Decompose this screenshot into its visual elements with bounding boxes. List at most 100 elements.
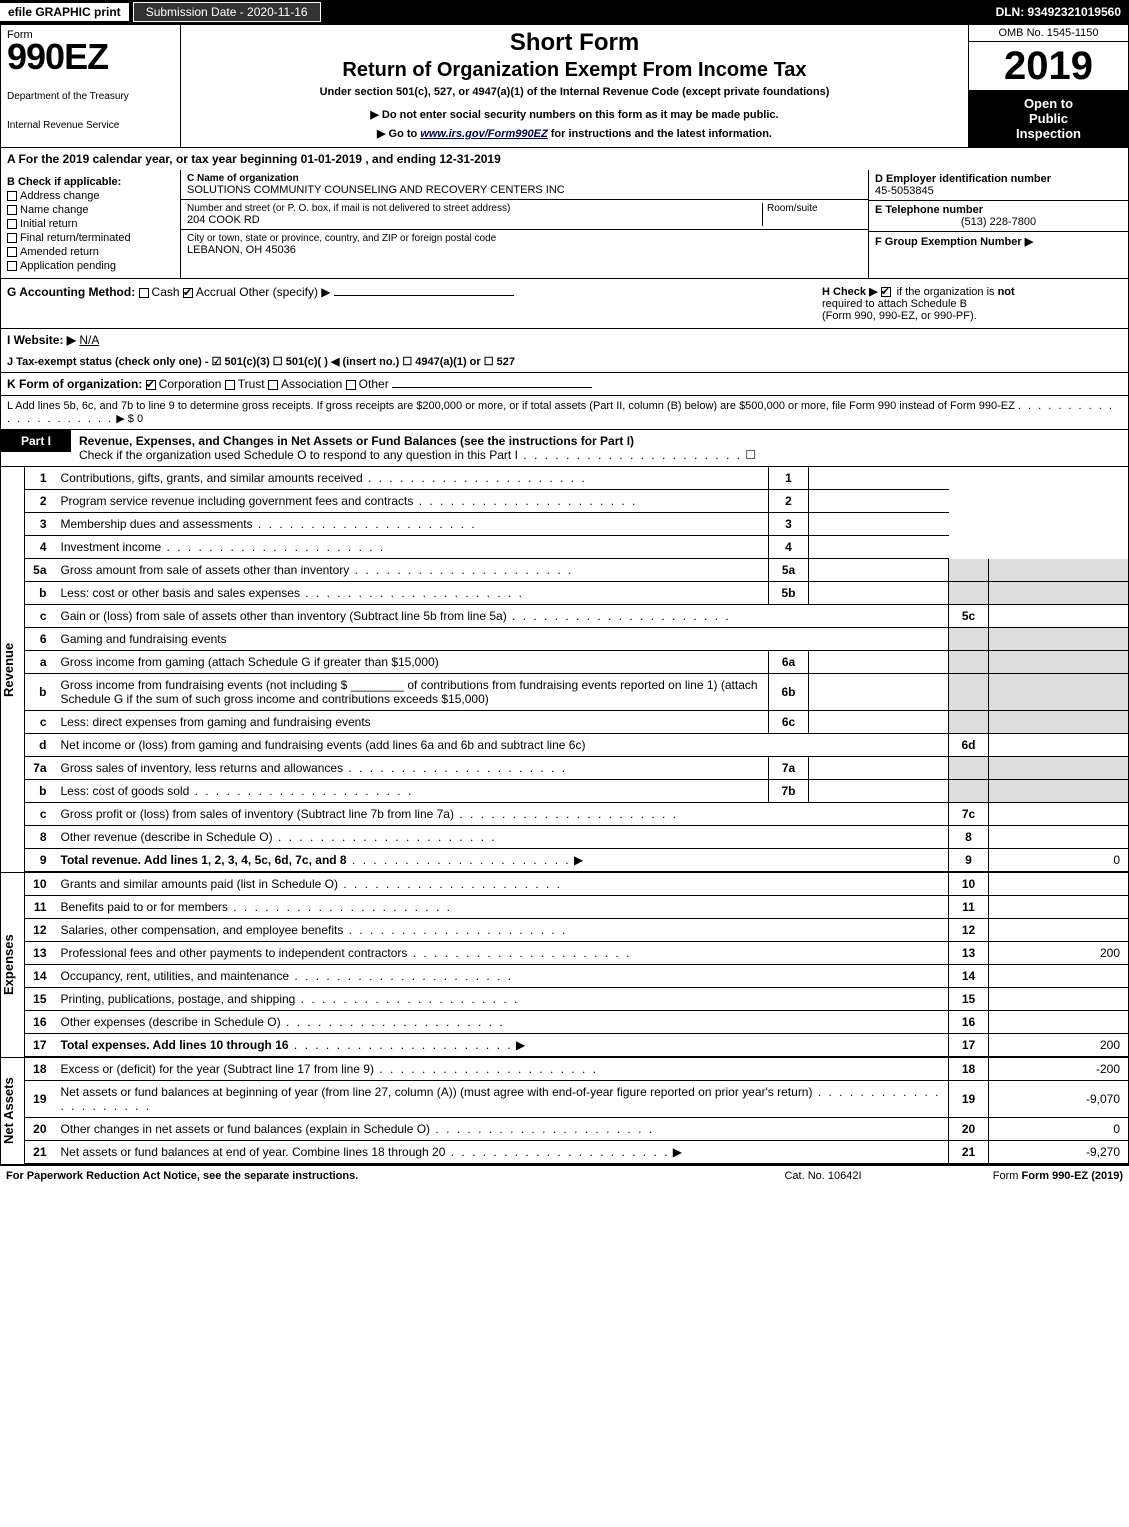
street-value: 204 COOK RD — [187, 214, 762, 226]
expenses-vertical-label: Expenses — [0, 873, 24, 1057]
c-name-label: C Name of organization — [187, 173, 862, 184]
h-not: not — [998, 286, 1015, 298]
ein-value: 45-5053845 — [875, 185, 1122, 197]
phone-label: E Telephone number — [875, 204, 1122, 216]
cat-number: Cat. No. 10642I — [723, 1170, 923, 1182]
open-public-badge: Open to Public Inspection — [969, 90, 1128, 147]
ein-label: D Employer identification number — [875, 173, 1122, 185]
h-text3: (Form 990, 990-EZ, or 990-PF). — [822, 310, 977, 322]
org-name-cell: C Name of organization SOLUTIONS COMMUNI… — [181, 170, 868, 200]
check-name[interactable]: Name change — [7, 204, 174, 216]
part1-header: Part I Revenue, Expenses, and Changes in… — [0, 430, 1129, 467]
accrual-checkbox[interactable] — [183, 288, 193, 298]
l-row: L Add lines 5b, 6c, and 7b to line 9 to … — [0, 396, 1129, 430]
omb-number: OMB No. 1545-1150 — [969, 25, 1128, 42]
org-name: SOLUTIONS COMMUNITY COUNSELING AND RECOV… — [187, 184, 862, 196]
paperwork-notice: For Paperwork Reduction Act Notice, see … — [6, 1170, 723, 1182]
goto-line: ▶ Go to www.irs.gov/Form990EZ for instru… — [189, 127, 960, 140]
street-label: Number and street (or P. O. box, if mail… — [187, 203, 762, 214]
section-c: C Name of organization SOLUTIONS COMMUNI… — [181, 170, 868, 278]
goto-suffix: for instructions and the latest informat… — [548, 128, 772, 140]
irs-link[interactable]: www.irs.gov/Form990EZ — [420, 128, 547, 140]
k-label: K Form of organization: — [7, 377, 142, 391]
expenses-table: 10Grants and similar amounts paid (list … — [24, 873, 1129, 1057]
assoc-label: Association — [281, 377, 342, 391]
j-row: J Tax-exempt status (check only one) - ☑… — [0, 351, 1129, 373]
ssn-notice: ▶ Do not enter social security numbers o… — [189, 108, 960, 121]
efile-label: efile GRAPHIC print — [0, 3, 129, 21]
short-form-title: Short Form — [189, 29, 960, 57]
phone-cell: E Telephone number (513) 228-7800 — [869, 201, 1128, 232]
section-def: D Employer identification number 45-5053… — [868, 170, 1128, 278]
ein-cell: D Employer identification number 45-5053… — [869, 170, 1128, 201]
i-label: I Website: ▶ — [7, 333, 76, 347]
under-section: Under section 501(c), 527, or 4947(a)(1)… — [189, 86, 960, 98]
cash-checkbox[interactable] — [139, 288, 149, 298]
open-line3: Inspection — [973, 126, 1124, 141]
j-text: J Tax-exempt status (check only one) - ☑… — [7, 356, 515, 368]
other-k-label: Other — [359, 377, 389, 391]
header-right: OMB No. 1545-1150 2019 Open to Public In… — [968, 25, 1128, 147]
corp-checkbox[interactable] — [146, 380, 156, 390]
other-label: Other (specify) ▶ — [239, 285, 330, 299]
footer: For Paperwork Reduction Act Notice, see … — [0, 1165, 1129, 1186]
corp-label: Corporation — [159, 377, 222, 391]
check-address[interactable]: Address change — [7, 190, 174, 202]
period-row: A For the 2019 calendar year, or tax yea… — [0, 148, 1129, 170]
part1-title-text: Revenue, Expenses, and Changes in Net As… — [79, 434, 634, 448]
return-title: Return of Organization Exempt From Incom… — [189, 59, 960, 82]
city-value: LEBANON, OH 45036 — [187, 244, 862, 256]
other-checkbox[interactable] — [346, 380, 356, 390]
cash-label: Cash — [152, 285, 180, 299]
check-final[interactable]: Final return/terminated — [7, 232, 174, 244]
k-row: K Form of organization: Corporation Trus… — [0, 373, 1129, 396]
h-section: H Check ▶ if the organization is not req… — [822, 285, 1122, 322]
open-line1: Open to — [973, 96, 1124, 111]
irs-label: Internal Revenue Service — [7, 120, 174, 131]
street-cell: Number and street (or P. O. box, if mail… — [181, 200, 868, 230]
netassets-vertical-label: Net Assets — [0, 1058, 24, 1164]
part1-label: Part I — [1, 430, 71, 452]
expenses-section: Expenses 10Grants and similar amounts pa… — [0, 873, 1129, 1058]
revenue-vertical-label: Revenue — [0, 467, 24, 872]
trust-checkbox[interactable] — [225, 380, 235, 390]
group-label: F Group Exemption Number ▶ — [875, 235, 1122, 248]
open-line2: Public — [973, 111, 1124, 126]
group-cell: F Group Exemption Number ▶ — [869, 232, 1128, 251]
section-b: B Check if applicable: Address change Na… — [1, 170, 181, 278]
website-row: I Website: ▶ N/A — [0, 329, 1129, 351]
b-header: B Check if applicable: — [7, 176, 174, 188]
form-header: Form 990EZ Department of the Treasury In… — [0, 24, 1129, 148]
part1-title: Revenue, Expenses, and Changes in Net As… — [71, 430, 1128, 466]
netassets-section: Net Assets 18Excess or (deficit) for the… — [0, 1058, 1129, 1165]
h-label: H Check ▶ — [822, 286, 878, 298]
website-value: N/A — [79, 333, 99, 347]
org-info-block: B Check if applicable: Address change Na… — [0, 170, 1129, 279]
l-text: L Add lines 5b, 6c, and 7b to line 9 to … — [7, 400, 1015, 412]
assoc-checkbox[interactable] — [268, 380, 278, 390]
g-label: G Accounting Method: — [7, 285, 135, 299]
check-initial[interactable]: Initial return — [7, 218, 174, 230]
part1-check-val: ☐ — [745, 448, 756, 462]
h-text2: required to attach Schedule B — [822, 298, 967, 310]
l-amount-prefix: ▶ $ — [116, 413, 137, 425]
dln-label: DLN: 93492321019560 — [996, 5, 1129, 19]
part1-check-line: Check if the organization used Schedule … — [79, 448, 518, 462]
revenue-section: Revenue 1Contributions, gifts, grants, a… — [0, 467, 1129, 873]
l-amount: 0 — [137, 413, 143, 425]
g-section: G Accounting Method: Cash Accrual Other … — [7, 285, 822, 322]
header-left: Form 990EZ Department of the Treasury In… — [1, 25, 181, 147]
room-label: Room/suite — [762, 203, 862, 226]
netassets-table: 18Excess or (deficit) for the year (Subt… — [24, 1058, 1129, 1164]
city-cell: City or town, state or province, country… — [181, 230, 868, 259]
check-amended[interactable]: Amended return — [7, 246, 174, 258]
h-checkbox[interactable] — [881, 287, 891, 297]
form-number: 990EZ — [7, 41, 174, 73]
tax-year: 2019 — [969, 42, 1128, 90]
top-bar: efile GRAPHIC print Submission Date - 20… — [0, 0, 1129, 24]
department-label: Department of the Treasury — [7, 91, 174, 102]
h-text1: if the organization is — [897, 286, 998, 298]
submission-date: Submission Date - 2020-11-16 — [133, 2, 321, 22]
revenue-table: 1Contributions, gifts, grants, and simil… — [24, 467, 1129, 872]
check-pending[interactable]: Application pending — [7, 260, 174, 272]
